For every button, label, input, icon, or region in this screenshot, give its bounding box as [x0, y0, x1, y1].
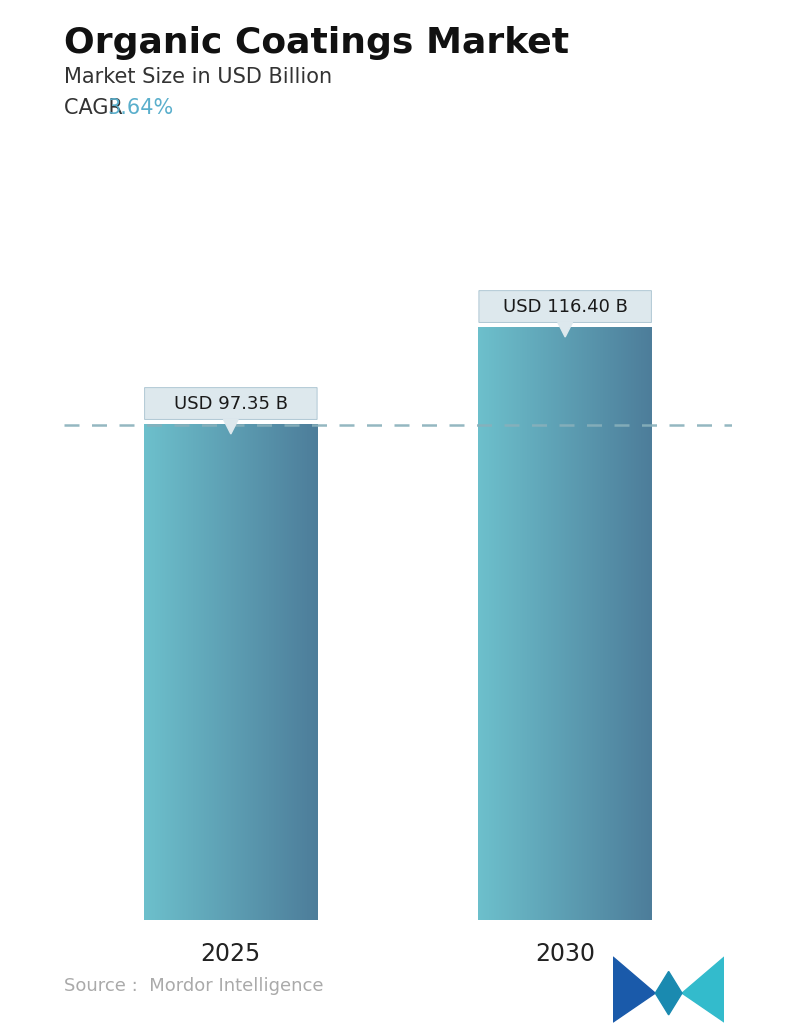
Polygon shape: [655, 972, 682, 1015]
Polygon shape: [682, 957, 724, 1022]
FancyBboxPatch shape: [479, 291, 651, 323]
Text: USD 97.35 B: USD 97.35 B: [174, 395, 288, 413]
Text: Market Size in USD Billion: Market Size in USD Billion: [64, 67, 332, 87]
FancyBboxPatch shape: [145, 388, 317, 420]
Text: 3.64%: 3.64%: [107, 98, 174, 118]
Polygon shape: [224, 420, 238, 434]
Polygon shape: [613, 957, 655, 1022]
Text: Organic Coatings Market: Organic Coatings Market: [64, 26, 569, 60]
Text: CAGR: CAGR: [64, 98, 136, 118]
Polygon shape: [558, 323, 572, 337]
Text: Source :  Mordor Intelligence: Source : Mordor Intelligence: [64, 977, 323, 995]
Text: USD 116.40 B: USD 116.40 B: [503, 298, 627, 315]
